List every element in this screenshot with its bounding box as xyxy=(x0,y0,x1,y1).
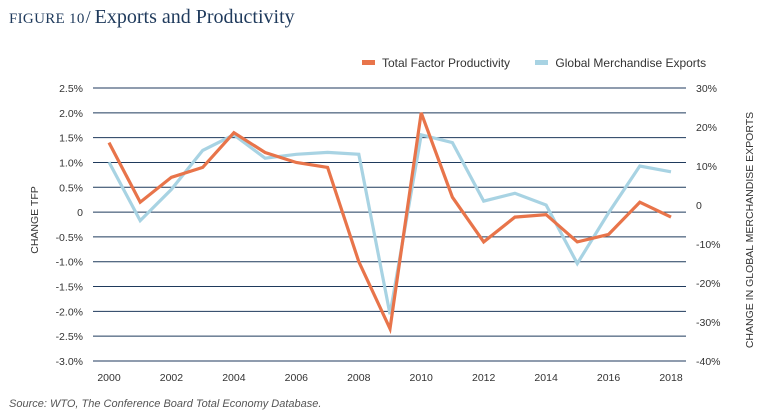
source-note: Source: WTO, The Conference Board Total … xyxy=(9,398,322,410)
title-separator: / xyxy=(85,7,91,27)
right-tick-label: 20% xyxy=(696,122,717,134)
left-tick-label: -1.0% xyxy=(56,257,83,269)
series-line-tfp xyxy=(107,112,672,335)
figure-title: FIGURE 10/Exports and Productivity xyxy=(9,6,295,29)
right-tick-label: -20% xyxy=(696,278,721,290)
legend-label-tfp: Total Factor Productivity xyxy=(382,55,511,70)
right-tick-label: 10% xyxy=(696,161,717,173)
x-tick-label: 2006 xyxy=(285,372,309,384)
left-tick-label: 2.0% xyxy=(59,108,83,120)
left-tick-label: -0.5% xyxy=(56,232,83,244)
legend-item-tfp: Total Factor Productivity xyxy=(362,56,510,70)
right-tick-label: 30% xyxy=(696,83,717,95)
right-tick-label: -30% xyxy=(696,317,721,329)
figure-label: FIGURE 10 xyxy=(9,11,85,27)
right-tick-label: 0 xyxy=(696,200,702,212)
left-tick-label: 0.5% xyxy=(59,182,83,194)
right-tick-label: -40% xyxy=(696,356,721,368)
chart-legend: Total Factor Productivity Global Merchan… xyxy=(362,54,728,70)
x-tick-label: 2010 xyxy=(410,372,434,384)
left-tick-label: 1.0% xyxy=(59,157,83,169)
y-axis-label-left: CHANGE TFP xyxy=(29,186,41,253)
left-tick-label: 2.5% xyxy=(59,83,83,95)
exports-productivity-chart: 2.5% 2.0% 1.5% 1.0% 0.5% 0 -0.5% -1.0% -1.5% -2.0… xyxy=(29,83,756,384)
chart-title: Exports and Productivity xyxy=(94,6,295,28)
legend-swatch-exports xyxy=(535,60,549,65)
left-tick-label: -3.0% xyxy=(56,356,83,368)
legend-item-exports: Global Merchandise Exports xyxy=(535,56,706,70)
legend-swatch-tfp xyxy=(362,60,375,65)
y-axis-label-right: CHANGE IN GLOBAL MERCHANDISE EXPORTS xyxy=(744,112,756,348)
x-tick-label: 2016 xyxy=(597,372,621,384)
x-tick-label: 2014 xyxy=(534,372,558,384)
x-tick-label: 2012 xyxy=(472,372,496,384)
left-tick-label: -2.0% xyxy=(56,306,83,318)
x-tick-label: 2002 xyxy=(160,372,184,384)
x-tick-label: 2018 xyxy=(659,372,683,384)
x-tick-label: 2008 xyxy=(347,372,371,384)
x-tick-label: 2004 xyxy=(222,372,246,384)
left-tick-label: 0 xyxy=(77,207,83,219)
x-tick-label: 2000 xyxy=(97,372,121,384)
left-tick-label: -1.5% xyxy=(56,282,83,294)
legend-label-exports: Global Merchandise Exports xyxy=(555,55,707,70)
left-tick-label: 1.5% xyxy=(59,133,83,145)
left-tick-label: -2.5% xyxy=(56,331,83,343)
right-tick-label: -10% xyxy=(696,239,721,251)
series-line-exports xyxy=(107,132,672,315)
